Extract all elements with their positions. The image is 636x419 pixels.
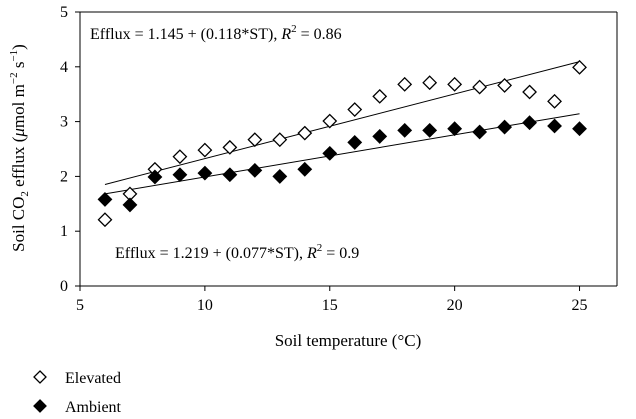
point-elevated-13 — [272, 132, 288, 148]
point-elevated-24 — [547, 93, 562, 109]
point-elevated-16 — [347, 102, 363, 117]
x-tick-label-25: 25 — [572, 297, 588, 314]
legend-marker-ambient — [33, 399, 47, 413]
point-ambient-18 — [397, 122, 413, 138]
y-tick-label-4: 4 — [60, 59, 68, 76]
y-tick-label-3: 3 — [60, 114, 68, 131]
ambient-equation-r: R — [306, 245, 317, 262]
elevated-equation-sup: 2 — [291, 23, 297, 35]
y-tick-label-0: 0 — [60, 278, 68, 295]
point-elevated-11 — [222, 139, 238, 155]
point-ambient-9 — [172, 167, 188, 183]
point-elevated-14 — [297, 125, 313, 141]
y-tick-label-5: 5 — [60, 4, 68, 21]
y-tick-label-2: 2 — [60, 168, 68, 185]
ambient-equation-lhs: Efflux = 1.219 + (0.077*ST), — [115, 245, 307, 262]
legend-item-elevated: Elevated — [33, 370, 121, 387]
point-ambient-17 — [372, 128, 388, 144]
ambient-equation-rhs: = 0.9 — [322, 245, 359, 262]
x-tick-label-20: 20 — [447, 297, 463, 314]
point-ambient-19 — [422, 122, 438, 138]
point-elevated-18 — [397, 76, 413, 92]
point-ambient-16 — [347, 135, 363, 150]
x-tick-label-5: 5 — [76, 297, 84, 314]
elevated-equation: Efflux = 1.145 + (0.118*ST), R2 = 0.86 — [90, 23, 342, 43]
legend-item-ambient: Ambient — [33, 399, 122, 416]
point-ambient-25 — [572, 121, 587, 137]
point-elevated-10 — [197, 142, 213, 158]
legend-marker-elevated — [33, 370, 47, 384]
y-axis-ticks: 0 1 2 3 4 5 — [60, 4, 80, 295]
y-title-exp1: −2 — [8, 72, 20, 84]
y-title-s: s — [9, 62, 28, 73]
y-axis-title: Soil CO2 efflux (μmol m−2 s−1) — [8, 44, 31, 252]
y-title-exp2: −1 — [8, 50, 20, 62]
point-ambient-13 — [272, 168, 288, 184]
legend-label-ambient: Ambient — [65, 399, 122, 416]
point-elevated-9 — [172, 149, 188, 165]
x-tick-label-15: 15 — [322, 297, 338, 314]
elevated-equation-rhs: = 0.86 — [297, 26, 342, 43]
y-title-mu: μ — [9, 128, 28, 138]
point-ambient-22 — [497, 119, 513, 135]
elevated-equation-r: R — [280, 26, 291, 43]
x-tick-label-10: 10 — [197, 297, 213, 314]
fit-line-elevated — [104, 61, 580, 185]
point-elevated-15 — [322, 113, 338, 129]
point-elevated-23 — [522, 84, 538, 100]
point-ambient-20 — [447, 121, 463, 137]
point-elevated-6 — [97, 212, 113, 228]
ambient-equation-sup: 2 — [317, 242, 323, 254]
point-ambient-23 — [522, 115, 538, 131]
ambient-equation: Efflux = 1.219 + (0.077*ST), R2 = 0.9 — [115, 242, 359, 262]
point-elevated-25 — [572, 59, 587, 75]
point-elevated-17 — [372, 88, 388, 104]
point-elevated-20 — [447, 76, 463, 92]
point-ambient-24 — [547, 118, 562, 134]
point-ambient-6 — [97, 191, 113, 207]
point-ambient-11 — [222, 167, 238, 183]
point-elevated-12 — [247, 132, 263, 148]
x-axis-title: Soil temperature (°C) — [275, 331, 422, 350]
point-ambient-7 — [122, 197, 138, 213]
point-ambient-12 — [247, 162, 263, 178]
y-tick-label-1: 1 — [60, 223, 68, 240]
point-ambient-8 — [147, 169, 163, 185]
point-ambient-15 — [322, 145, 338, 161]
y-title-unit: mol m — [9, 84, 28, 128]
point-ambient-10 — [197, 165, 213, 181]
point-ambient-14 — [297, 161, 313, 177]
y-title-sub: 2 — [19, 191, 31, 197]
x-axis-ticks: 5 10 15 20 25 — [76, 286, 588, 314]
point-elevated-19 — [422, 75, 438, 91]
y-title-mid: efflux ( — [9, 136, 28, 191]
point-ambient-21 — [472, 124, 488, 140]
elevated-equation-lhs: Efflux = 1.145 + (0.118*ST), — [90, 26, 281, 43]
y-title-prefix: Soil CO — [9, 197, 28, 252]
point-elevated-21 — [472, 79, 488, 95]
data-points — [97, 59, 587, 228]
legend: Elevated Ambient — [33, 370, 122, 416]
y-title-close: ) — [9, 44, 28, 50]
legend-label-elevated: Elevated — [65, 370, 121, 387]
point-elevated-22 — [497, 78, 513, 93]
